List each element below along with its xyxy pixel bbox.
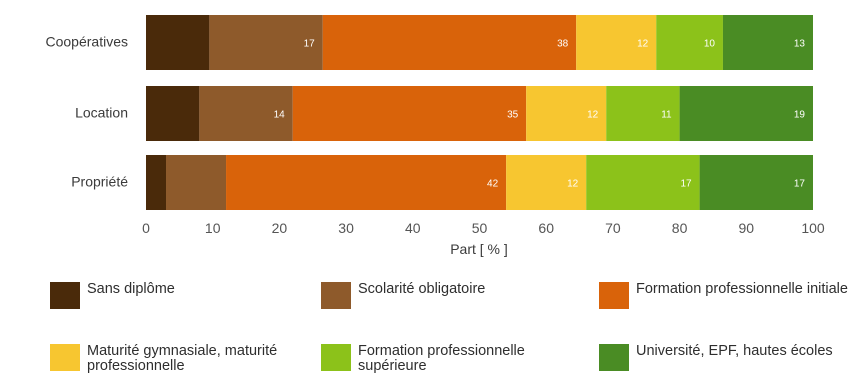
bar-value-label: 13 (794, 39, 806, 50)
bar-segment (656, 15, 723, 70)
bar-segment (146, 15, 210, 70)
legend-item-sans-diplome: Sans diplôme (50, 282, 317, 309)
bar-value-label: 12 (567, 179, 579, 190)
legend-label: Maturité gymnasiale, maturité profession… (87, 343, 278, 374)
x-tick-label: 90 (739, 220, 755, 236)
bar-value-label: 42 (487, 179, 499, 190)
bar-segment (166, 155, 227, 210)
x-tick-label: 40 (405, 220, 421, 236)
legend-item-scolarite-obligatoire: Scolarité obligatoire (321, 282, 588, 309)
bar-value-label: 19 (794, 110, 806, 121)
bar-segment (292, 86, 527, 141)
bar-segment (679, 86, 813, 141)
bar-value-label: 17 (794, 179, 806, 190)
legend-swatch (321, 282, 351, 309)
x-axis-label: Part [ % ] (450, 241, 508, 257)
stacked-bar-chart: 17 38 12 10 13 14 35 12 11 19 42 12 17 17 Coopérative… (46, 15, 825, 257)
category-label: Location (75, 105, 128, 121)
bar-segment (146, 86, 200, 141)
bars-layer (146, 15, 813, 210)
bar-segment (586, 155, 700, 210)
bar-value-label: 17 (680, 179, 692, 190)
legend-label: Formation professionnelle initiale (636, 281, 848, 297)
legend-item-maturite: Maturité gymnasiale, maturité profession… (50, 344, 317, 374)
bar-value-label: 35 (507, 110, 519, 121)
bar-value-label: 10 (704, 39, 716, 50)
x-tick-label: 60 (538, 220, 554, 236)
bar-value-label: 14 (274, 110, 286, 121)
category-labels-layer: Coopératives Location Propriété (46, 34, 129, 190)
bar-segment (576, 15, 657, 70)
x-tick-label: 100 (801, 220, 825, 236)
bar-value-label: 38 (557, 39, 569, 50)
legend-item-formation-professionnelle-superieure: Formation professionnelle supérieure (321, 344, 588, 374)
category-label: Propriété (71, 174, 128, 190)
bar-segment (322, 15, 577, 70)
bar-segment (722, 15, 813, 70)
legend-swatch (321, 344, 351, 371)
bar-segment (606, 86, 680, 141)
legend-swatch (50, 282, 80, 309)
x-tick-label: 80 (672, 220, 688, 236)
x-tick-label: 20 (272, 220, 288, 236)
x-tick-label: 0 (142, 220, 150, 236)
category-label: Coopératives (46, 34, 129, 50)
data-labels-layer: 17 38 12 10 13 14 35 12 11 19 42 12 17 17 (274, 39, 806, 190)
bar-value-label: 17 (304, 39, 316, 50)
legend-swatch (599, 282, 629, 309)
x-tick-label: 10 (205, 220, 221, 236)
x-axis-ticks-layer: 0 10 20 30 40 50 60 70 80 90 100 (142, 220, 825, 236)
x-tick-label: 70 (605, 220, 621, 236)
legend-swatch (599, 344, 629, 371)
x-tick-label: 30 (338, 220, 354, 236)
bar-segment (506, 155, 587, 210)
bar-segment (699, 155, 813, 210)
x-tick-label: 50 (472, 220, 488, 236)
bar-segment (526, 86, 607, 141)
legend-label: Sans diplôme (87, 281, 175, 297)
bar-value-label: 11 (661, 110, 672, 121)
bar-segment (146, 155, 167, 210)
bar-segment (199, 86, 293, 141)
bar-segment (209, 15, 323, 70)
legend-item-universite: Université, EPF, hautes écoles (599, 344, 866, 371)
legend-label: Université, EPF, hautes écoles (636, 343, 833, 359)
legend-label: Formation professionnelle supérieure (358, 343, 525, 374)
bar-segment (226, 155, 507, 210)
legend-item-formation-professionnelle-initiale: Formation professionnelle initiale (599, 282, 866, 309)
bar-value-label: 12 (637, 39, 649, 50)
legend-label: Scolarité obligatoire (358, 281, 486, 297)
legend-swatch (50, 344, 80, 371)
bar-value-label: 12 (587, 110, 599, 121)
